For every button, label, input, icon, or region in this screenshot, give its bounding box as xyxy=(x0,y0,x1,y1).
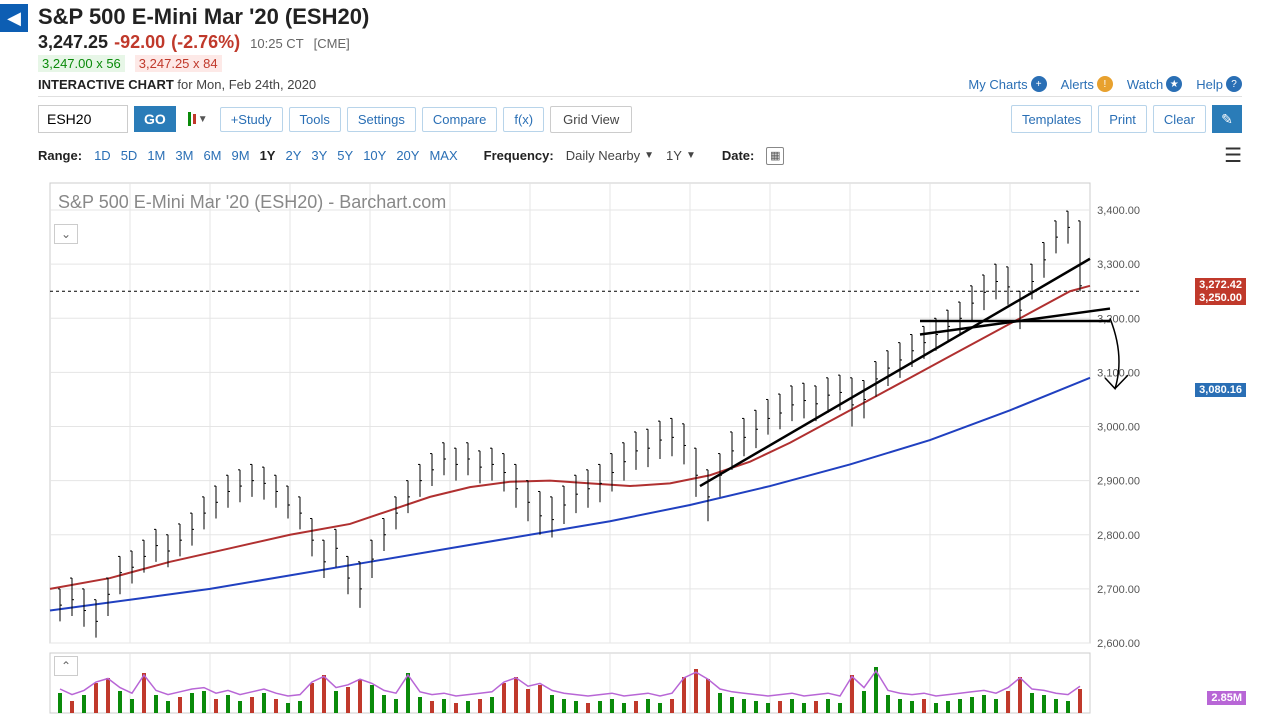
quote-header: S&P 500 E-Mini Mar '20 (ESH20) 3,247.25 … xyxy=(38,0,1280,72)
svg-text:2,800.00: 2,800.00 xyxy=(1097,530,1140,542)
templates-button[interactable]: Templates xyxy=(1011,105,1092,133)
chevron-down-icon: ▼ xyxy=(198,114,208,125)
alerts-link[interactable]: Alerts! xyxy=(1061,76,1113,92)
help-icon: ? xyxy=(1226,76,1242,92)
svg-text:3,200.00: 3,200.00 xyxy=(1097,313,1140,325)
symbol-input[interactable] xyxy=(38,105,128,133)
svg-text:2,700.00: 2,700.00 xyxy=(1097,584,1140,596)
collapse-volume-button[interactable]: ⌃ xyxy=(54,656,78,676)
calendar-icon[interactable]: ▦ xyxy=(766,147,784,165)
price-tag: 2.85M xyxy=(1207,691,1246,705)
range-2Y[interactable]: 2Y xyxy=(285,148,301,163)
range-9M[interactable]: 9M xyxy=(232,148,250,163)
alert-icon: ! xyxy=(1097,76,1113,92)
chart-type-selector[interactable]: ▼ xyxy=(182,112,214,126)
clear-button[interactable]: Clear xyxy=(1153,105,1206,133)
period-selector[interactable]: 1Y ▼ xyxy=(666,148,696,163)
range-1M[interactable]: 1M xyxy=(147,148,165,163)
compare-button[interactable]: Compare xyxy=(422,107,497,132)
range-5Y[interactable]: 5Y xyxy=(337,148,353,163)
page-subtitle: INTERACTIVE CHART for Mon, Feb 24th, 202… xyxy=(38,77,316,92)
quote-time: 10:25 CT xyxy=(250,36,303,51)
chevron-down-icon: ▼ xyxy=(644,150,654,161)
price-change: -92.00 xyxy=(114,32,165,53)
date-label: Date: xyxy=(722,148,755,163)
range-toolbar: Range: 1D 5D 1M 3M 6M 9M 1Y 2Y 3Y 5Y 10Y 20Y MAX Fre… xyxy=(38,143,1242,168)
range-3Y[interactable]: 3Y xyxy=(311,148,327,163)
help-link[interactable]: Help? xyxy=(1196,76,1242,92)
ask-value: 3,247.25 x 84 xyxy=(135,55,222,72)
range-1D[interactable]: 1D xyxy=(94,148,111,163)
range-5D[interactable]: 5D xyxy=(121,148,138,163)
quote-row: 3,247.25 -92.00 (-2.76%) 10:25 CT [CME] xyxy=(38,32,1280,53)
bid-value: 3,247.00 x 56 xyxy=(38,55,125,72)
chart-svg: 2,600.00 2,700.00 2,800.00 2,900.00 3,000.00… xyxy=(38,178,1242,718)
range-label: Range: xyxy=(38,148,82,163)
my-charts-link[interactable]: My Charts+ xyxy=(968,76,1046,92)
price-tag: 3,250.00 xyxy=(1195,291,1246,305)
range-6M[interactable]: 6M xyxy=(203,148,221,163)
plus-icon: + xyxy=(1031,76,1047,92)
chevron-down-icon: ⌄ xyxy=(61,227,71,241)
svg-text:3,000.00: 3,000.00 xyxy=(1097,422,1140,434)
range-3M[interactable]: 3M xyxy=(175,148,193,163)
quote-exchange: [CME] xyxy=(314,36,350,51)
fx-button[interactable]: f(x) xyxy=(503,107,544,132)
svg-text:3,300.00: 3,300.00 xyxy=(1097,259,1140,271)
chevron-up-icon: ⌃ xyxy=(61,659,71,673)
header-links: My Charts+ Alerts! Watch★ Help? xyxy=(968,76,1242,92)
range-1Y[interactable]: 1Y xyxy=(260,148,276,163)
range-MAX[interactable]: MAX xyxy=(429,148,457,163)
watch-link[interactable]: Watch★ xyxy=(1127,76,1182,92)
study-button[interactable]: +Study xyxy=(220,107,283,132)
chart-area[interactable]: S&P 500 E-Mini Mar '20 (ESH20) - Barchar… xyxy=(38,178,1242,718)
chevron-down-icon: ▼ xyxy=(686,150,696,161)
symbol-title: S&P 500 E-Mini Mar '20 (ESH20) xyxy=(38,4,1280,30)
range-20Y[interactable]: 20Y xyxy=(396,148,419,163)
chart-title: S&P 500 E-Mini Mar '20 (ESH20) - Barchar… xyxy=(58,192,446,213)
draw-button[interactable]: ✎ xyxy=(1212,105,1242,133)
back-button[interactable]: ◀ xyxy=(0,4,28,32)
price-tag: 3,080.16 xyxy=(1195,383,1246,397)
svg-text:2,900.00: 2,900.00 xyxy=(1097,476,1140,488)
collapse-main-button[interactable]: ⌄ xyxy=(54,224,78,244)
grid-view-button[interactable]: Grid View xyxy=(550,106,632,133)
last-price: 3,247.25 xyxy=(38,32,108,53)
frequency-label: Frequency: xyxy=(484,148,554,163)
menu-button[interactable]: ☰ xyxy=(1224,143,1242,168)
svg-text:2,600.00: 2,600.00 xyxy=(1097,638,1140,650)
price-tag: 3,272.42 xyxy=(1195,278,1246,292)
price-change-pct: (-2.76%) xyxy=(171,32,240,53)
go-button[interactable]: GO xyxy=(134,106,176,132)
range-10Y[interactable]: 10Y xyxy=(363,148,386,163)
star-icon: ★ xyxy=(1166,76,1182,92)
range-options: 1D 5D 1M 3M 6M 9M 1Y 2Y 3Y 5Y 10Y 20Y MAX xyxy=(94,148,458,163)
bidask-row: 3,247.00 x 56 3,247.25 x 84 xyxy=(38,55,1280,72)
tools-button[interactable]: Tools xyxy=(289,107,341,132)
svg-text:3,400.00: 3,400.00 xyxy=(1097,205,1140,217)
print-button[interactable]: Print xyxy=(1098,105,1147,133)
frequency-selector[interactable]: Daily Nearby ▼ xyxy=(566,148,654,163)
settings-button[interactable]: Settings xyxy=(347,107,416,132)
chart-toolbar: GO ▼ +Study Tools Settings Compare f(x) … xyxy=(38,105,1242,133)
